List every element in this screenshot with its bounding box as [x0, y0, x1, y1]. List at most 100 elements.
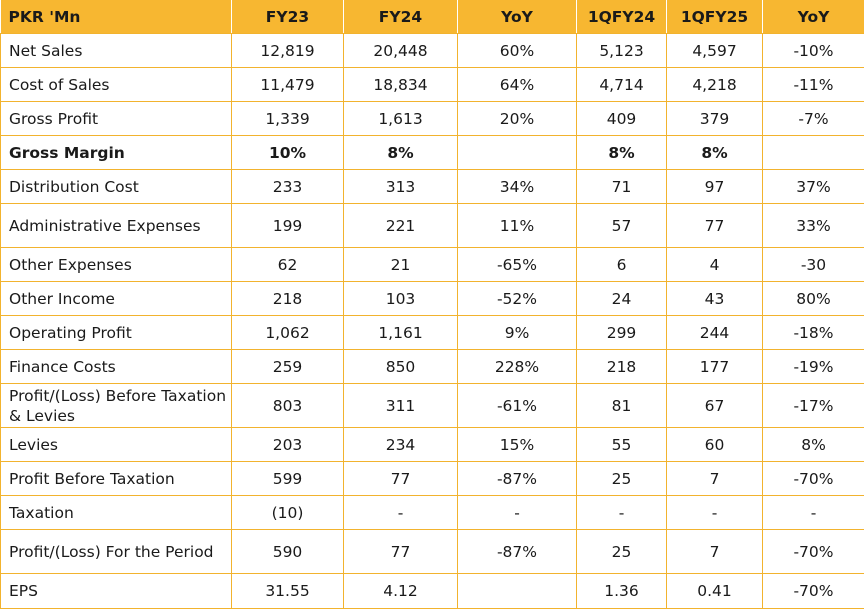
cell-yoy-annual: 15%	[457, 427, 577, 462]
cell-yoy-quarterly: 80%	[762, 281, 864, 316]
cell-fy23: 218	[231, 281, 344, 316]
cell-1qfy25: 67	[666, 383, 763, 428]
cell-yoy-quarterly	[762, 135, 864, 170]
cell-1qfy24: 25	[576, 461, 667, 496]
cell-1qfy24: -	[576, 495, 667, 530]
cell-fy23: 199	[231, 203, 344, 248]
cell-1qfy25: 8%	[666, 135, 763, 170]
cell-1qfy24: 218	[576, 349, 667, 384]
row-label: Gross Margin	[0, 135, 232, 170]
table-row: Other Income 218 103 -52% 24 43 80%	[0, 281, 864, 316]
cell-yoy-annual: 11%	[457, 203, 577, 248]
cell-1qfy24: 81	[576, 383, 667, 428]
cell-fy24: 234	[343, 427, 458, 462]
row-label: Other Expenses	[0, 247, 232, 282]
header-yoy-quarterly: YoY	[762, 0, 864, 34]
cell-1qfy25: 244	[666, 315, 763, 350]
cell-1qfy24: 5,123	[576, 33, 667, 68]
table-row: Profit/(Loss) For the Period 590 77 -87% 25 7…	[0, 529, 864, 574]
row-label: Profit Before Taxation	[0, 461, 232, 496]
row-label: Net Sales	[0, 33, 232, 68]
cell-yoy-quarterly: -30	[762, 247, 864, 282]
header-1qfy25: 1QFY25	[666, 0, 763, 34]
row-label: Other Income	[0, 281, 232, 316]
table-row: EPS 31.55 4.12 1.36 0.41 -70%	[0, 573, 864, 609]
table-row: Operating Profit 1,062 1,161 9% 299 244 -18%	[0, 315, 864, 350]
row-label: Operating Profit	[0, 315, 232, 350]
table-row: Net Sales 12,819 20,448 60% 5,123 4,597 -10%	[0, 33, 864, 68]
cell-fy24: 1,613	[343, 101, 458, 136]
cell-yoy-quarterly: -10%	[762, 33, 864, 68]
cell-fy24: 8%	[343, 135, 458, 170]
cell-fy24: 313	[343, 169, 458, 204]
header-1qfy24: 1QFY24	[576, 0, 667, 34]
cell-1qfy25: 4	[666, 247, 763, 282]
cell-yoy-annual: -	[457, 495, 577, 530]
cell-yoy-annual: 64%	[457, 67, 577, 102]
header-currency-unit: PKR 'Mn	[0, 0, 232, 34]
cell-yoy-annual	[457, 135, 577, 170]
cell-yoy-annual: 228%	[457, 349, 577, 384]
cell-yoy-annual: 9%	[457, 315, 577, 350]
cell-fy24: 1,161	[343, 315, 458, 350]
cell-fy23: 12,819	[231, 33, 344, 68]
cell-1qfy24: 1.36	[576, 573, 667, 609]
cell-yoy-annual: 60%	[457, 33, 577, 68]
cell-yoy-annual: -61%	[457, 383, 577, 428]
header-yoy-annual: YoY	[457, 0, 577, 34]
cell-fy23: 11,479	[231, 67, 344, 102]
table-header-row: PKR 'Mn FY23 FY24 YoY 1QFY24 1QFY25 YoY	[0, 0, 864, 34]
header-fy24: FY24	[343, 0, 458, 34]
table-row: Finance Costs 259 850 228% 218 177 -19%	[0, 349, 864, 384]
row-label: Taxation	[0, 495, 232, 530]
cell-fy23: (10)	[231, 495, 344, 530]
cell-yoy-quarterly: -7%	[762, 101, 864, 136]
cell-1qfy25: 4,597	[666, 33, 763, 68]
cell-yoy-annual: -87%	[457, 529, 577, 574]
cell-yoy-annual: -87%	[457, 461, 577, 496]
cell-yoy-quarterly: -70%	[762, 529, 864, 574]
cell-1qfy24: 4,714	[576, 67, 667, 102]
row-label: Gross Profit	[0, 101, 232, 136]
cell-1qfy25: 379	[666, 101, 763, 136]
cell-fy23: 233	[231, 169, 344, 204]
cell-yoy-quarterly: -	[762, 495, 864, 530]
cell-fy24: -	[343, 495, 458, 530]
cell-fy23: 803	[231, 383, 344, 428]
row-label: EPS	[0, 573, 232, 609]
row-label: Cost of Sales	[0, 67, 232, 102]
cell-fy24: 850	[343, 349, 458, 384]
cell-yoy-annual: -65%	[457, 247, 577, 282]
cell-1qfy25: 97	[666, 169, 763, 204]
cell-1qfy24: 55	[576, 427, 667, 462]
cell-fy23: 1,062	[231, 315, 344, 350]
cell-fy23: 203	[231, 427, 344, 462]
table-row: Cost of Sales 11,479 18,834 64% 4,714 4,218 -1…	[0, 67, 864, 102]
row-label: Administrative Expenses	[0, 203, 232, 248]
cell-yoy-quarterly: -70%	[762, 573, 864, 609]
cell-fy23: 599	[231, 461, 344, 496]
cell-1qfy25: 7	[666, 529, 763, 574]
cell-1qfy24: 71	[576, 169, 667, 204]
cell-1qfy25: 4,218	[666, 67, 763, 102]
table-row: Gross Margin 10% 8% 8% 8%	[0, 135, 864, 170]
table-row: Taxation (10) - - - - -	[0, 495, 864, 530]
cell-1qfy24: 57	[576, 203, 667, 248]
row-label: Profit/(Loss) Before Taxation & Levies	[0, 383, 232, 428]
table-row: Profit/(Loss) Before Taxation & Levies 80…	[0, 383, 864, 428]
cell-yoy-quarterly: -18%	[762, 315, 864, 350]
cell-fy24: 21	[343, 247, 458, 282]
cell-yoy-annual	[457, 573, 577, 609]
cell-yoy-quarterly: -19%	[762, 349, 864, 384]
table-row: Other Expenses 62 21 -65% 6 4 -30	[0, 247, 864, 282]
table-row: Profit Before Taxation 599 77 -87% 25 7 -70%	[0, 461, 864, 496]
cell-fy24: 20,448	[343, 33, 458, 68]
cell-yoy-annual: -52%	[457, 281, 577, 316]
row-label: Profit/(Loss) For the Period	[0, 529, 232, 574]
row-label: Distribution Cost	[0, 169, 232, 204]
cell-yoy-quarterly: -17%	[762, 383, 864, 428]
cell-yoy-quarterly: 8%	[762, 427, 864, 462]
cell-yoy-quarterly: 37%	[762, 169, 864, 204]
cell-fy24: 4.12	[343, 573, 458, 609]
